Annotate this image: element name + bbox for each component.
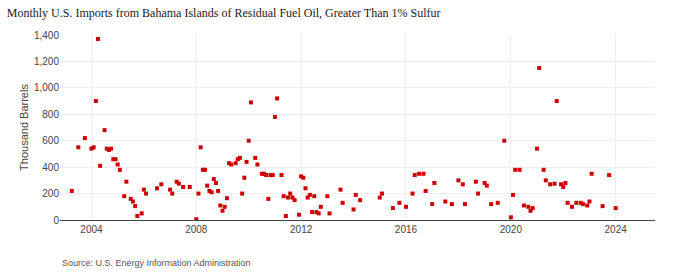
svg-text:Monthly U.S. Imports from Baha: Monthly U.S. Imports from Bahama Islands…: [7, 6, 441, 20]
svg-text:200: 200: [42, 188, 59, 199]
svg-text:800: 800: [42, 109, 59, 120]
svg-text:Thousand Barrels: Thousand Barrels: [18, 84, 30, 171]
svg-text:2008: 2008: [185, 224, 208, 235]
svg-text:Source: U.S. Energy Informatio: Source: U.S. Energy Information Administ…: [62, 258, 251, 268]
svg-text:400: 400: [42, 162, 59, 173]
svg-text:600: 600: [42, 135, 59, 146]
svg-text:1,400: 1,400: [34, 30, 59, 41]
svg-text:2024: 2024: [605, 224, 628, 235]
svg-text:2004: 2004: [80, 224, 103, 235]
svg-text:2020: 2020: [500, 224, 523, 235]
svg-text:2016: 2016: [395, 224, 418, 235]
svg-text:1,000: 1,000: [34, 82, 59, 93]
svg-text:0: 0: [53, 215, 59, 226]
svg-text:2012: 2012: [290, 224, 313, 235]
svg-text:1,200: 1,200: [34, 56, 59, 67]
